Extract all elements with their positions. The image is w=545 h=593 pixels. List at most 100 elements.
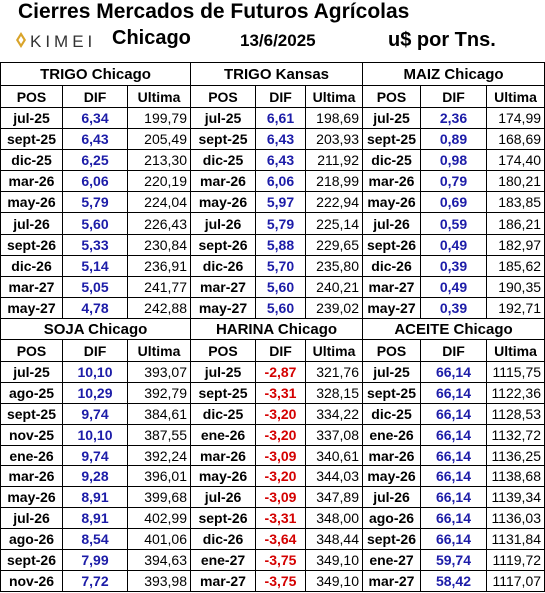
data-row: ago-26 66,14 1136,03	[362, 507, 545, 530]
dif: 5,88	[255, 233, 306, 256]
ultima: 1117,07	[485, 569, 545, 592]
position: dic-26	[362, 254, 421, 277]
column-header: DIF	[255, 85, 306, 108]
dif: 10,10	[62, 423, 128, 446]
dif: -3,20	[255, 465, 306, 488]
data-row: ene-27 -3,75 349,10	[190, 549, 364, 571]
position: ago-26	[0, 528, 63, 551]
logo: KIMEI	[30, 32, 97, 51]
data-row: jul-26 -3,09 347,89	[190, 486, 364, 509]
dif: 9,28	[62, 465, 128, 488]
data-row: dic-26 5,70 235,80	[190, 254, 363, 277]
ultima: 213,30	[127, 149, 191, 172]
ultima: 205,49	[127, 128, 191, 151]
dif: -3,75	[255, 569, 306, 592]
position: mar-26	[190, 444, 256, 467]
dif: 0,98	[420, 149, 487, 172]
dif: 5,14	[62, 254, 128, 277]
dif: -2,87	[255, 361, 306, 383]
data-row: sept-25 6,43 205,49	[0, 128, 191, 151]
ultima: 349,10	[304, 569, 364, 592]
column-header: POS	[362, 85, 421, 108]
dif: 66,14	[420, 486, 487, 509]
data-row: may-27 4,78 242,88	[0, 296, 191, 319]
position: nov-26	[0, 569, 63, 592]
position: mar-26	[362, 444, 421, 467]
ultima: 225,14	[305, 212, 363, 235]
panel-table: SOJA Chicago POS DIF Ultima jul-25 10,10 393,0…	[0, 318, 192, 592]
data-row: sept-26 0,49 182,97	[362, 233, 545, 256]
position: mar-27	[190, 569, 256, 592]
panel-table: ACEITE Chicago POS DIF Ultima jul-25 66,14 111…	[361, 318, 545, 592]
position: sept-26	[0, 233, 63, 256]
market: Chicago	[112, 27, 191, 49]
dif: 7,72	[62, 569, 128, 592]
ultima: 185,62	[485, 254, 545, 277]
column-header: DIF	[420, 85, 487, 108]
ultima: 182,97	[485, 233, 545, 256]
ultima: 1128,53	[485, 402, 545, 425]
data-row: may-27 5,60 239,02	[190, 296, 363, 319]
ultima: 1132,72	[485, 423, 545, 446]
data-row: sept-25 66,14 1122,36	[362, 381, 545, 404]
data-row: dic-26 -3,64 348,44	[190, 528, 364, 551]
data-row: may-26 -3,20 344,03	[190, 465, 364, 488]
dif: 5,05	[62, 275, 128, 298]
ultima: 347,89	[304, 486, 364, 509]
position: sept-26	[0, 549, 63, 571]
column-header: POS	[362, 339, 421, 362]
position: sept-25	[190, 128, 256, 151]
data-row: mar-27 5,60 240,21	[190, 275, 363, 298]
position: sept-25	[0, 402, 63, 425]
dif: 9,74	[62, 402, 128, 425]
ultima: 198,69	[305, 106, 363, 130]
title: Cierres Mercados de Futuros Agrícolas	[18, 0, 410, 23]
position: jul-26	[190, 212, 256, 235]
column-header: Ultima	[126, 339, 192, 362]
position: dic-25	[190, 149, 256, 172]
position: may-26	[0, 191, 63, 214]
dif: -3,64	[255, 528, 306, 551]
column-header-row: POS DIF Ultima	[0, 339, 192, 362]
ultima: 396,01	[126, 465, 192, 488]
position: may-26	[362, 191, 421, 214]
ultima: 226,43	[127, 212, 191, 235]
ultima: 1122,36	[485, 381, 545, 404]
data-row: nov-26 7,72 393,98	[0, 569, 192, 592]
data-row: sept-26 66,14 1131,84	[362, 528, 545, 551]
data-row: mar-26 6,06 220,19	[0, 170, 191, 193]
data-row: mar-27 0,49 190,35	[362, 275, 545, 298]
dif: 66,14	[420, 381, 487, 404]
panel-title-row: TRIGO Chicago	[0, 62, 191, 86]
data-row: dic-25 6,43 211,92	[190, 149, 363, 172]
ultima: 174,40	[485, 149, 545, 172]
data-row: jul-25 -2,87 321,76	[190, 361, 364, 383]
dif: 5,70	[255, 254, 306, 277]
ultima: 190,35	[485, 275, 545, 298]
position: sept-26	[190, 233, 256, 256]
position: jul-25	[0, 106, 63, 130]
data-row: may-26 66,14 1138,68	[362, 465, 545, 488]
data-row: ago-25 10,29 392,79	[0, 381, 192, 404]
position: may-26	[190, 465, 256, 488]
ultima: 393,07	[126, 361, 192, 383]
column-header: Ultima	[304, 339, 364, 362]
dif: -3,09	[255, 486, 306, 509]
ultima: 1131,84	[485, 528, 545, 551]
data-row: jul-25 10,10 393,07	[0, 361, 192, 383]
dif: 10,29	[62, 381, 128, 404]
data-row: ago-26 8,54 401,06	[0, 528, 192, 551]
position: nov-25	[0, 423, 63, 446]
data-row: sept-25 9,74 384,61	[0, 402, 192, 425]
dif: -3,75	[255, 549, 306, 571]
ultima: 224,04	[127, 191, 191, 214]
data-row: sept-26 5,88 229,65	[190, 233, 363, 256]
ultima: 393,98	[126, 569, 192, 592]
data-row: may-26 0,69 183,85	[362, 191, 545, 214]
data-row: jul-26 5,79 225,14	[190, 212, 363, 235]
position: jul-25	[362, 106, 421, 130]
data-row: mar-26 6,06 218,99	[190, 170, 363, 193]
data-row: nov-25 10,10 387,55	[0, 423, 192, 446]
dif: -3,20	[255, 423, 306, 446]
dif: 6,43	[62, 128, 128, 151]
